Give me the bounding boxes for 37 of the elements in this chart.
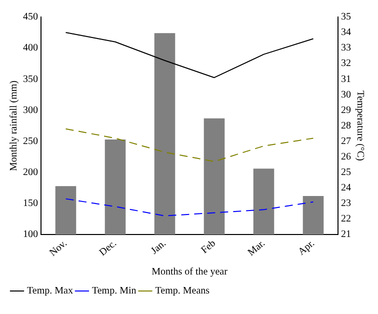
- legend-label: Temp. Means: [155, 286, 210, 297]
- y-tick-label: 100: [23, 229, 38, 240]
- legend-label: Temp. Max: [27, 286, 73, 297]
- y2-tick-label: 26: [341, 151, 351, 162]
- x-axis-title: Months of the year: [152, 266, 228, 278]
- x-tick-label: Feb: [199, 238, 218, 256]
- y2-tick-label: 33: [341, 42, 351, 54]
- y-axis-title: Monthly rainfall (mm): [8, 80, 20, 172]
- y-tick-label: 400: [23, 42, 38, 54]
- line-series: [65, 198, 314, 216]
- y2-tick-label: 31: [341, 74, 351, 85]
- y2-tick-label: 24: [341, 182, 351, 194]
- y2-tick-label: 27: [341, 136, 351, 147]
- y2-tick-label: 28: [341, 120, 351, 132]
- x-tick-label: Nov.: [48, 238, 70, 259]
- y2-tick-label: 25: [341, 167, 351, 178]
- y2-tick-label: 22: [341, 214, 351, 225]
- y2-axis-title: Temperature (°C): [354, 90, 366, 161]
- y-tick-label: 350: [23, 74, 38, 85]
- x-tick-label: Jan.: [149, 238, 168, 257]
- y2-tick-label: 34: [341, 27, 351, 38]
- y-tick-label: 150: [23, 198, 38, 210]
- line-series: [65, 128, 314, 162]
- y-tick-label: 300: [23, 104, 38, 116]
- y2-tick-label: 21: [341, 229, 351, 240]
- y2-tick-label: 35: [341, 12, 351, 23]
- y-tick-label: 250: [23, 136, 38, 147]
- y-tick-label: 450: [23, 12, 38, 23]
- x-tick-label: Apr.: [296, 238, 317, 258]
- x-tick-label: Dec.: [98, 238, 119, 258]
- legend-label: Temp. Min: [92, 286, 136, 297]
- y2-tick-label: 32: [341, 58, 351, 70]
- y2-tick-label: 30: [341, 89, 351, 100]
- y2-tick-label: 29: [341, 104, 351, 116]
- y2-tick-label: 23: [341, 198, 351, 210]
- x-tick-label: Mar.: [246, 238, 268, 258]
- y-tick-label: 200: [23, 167, 38, 178]
